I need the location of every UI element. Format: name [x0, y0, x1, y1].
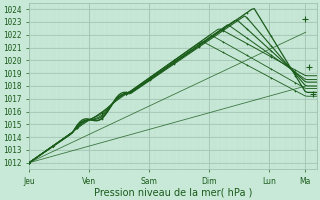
- X-axis label: Pression niveau de la mer( hPa ): Pression niveau de la mer( hPa ): [94, 187, 252, 197]
